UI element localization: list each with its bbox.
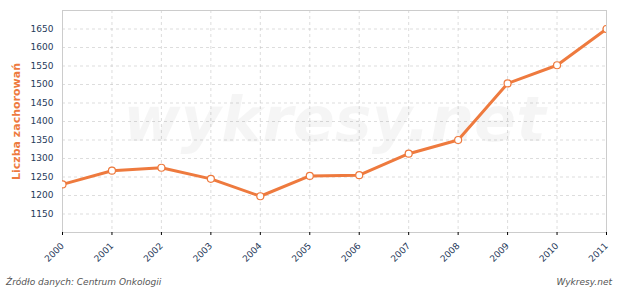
svg-text:Liczba zachorowań: Liczba zachorowań — [10, 63, 23, 180]
svg-text:1600: 1600 — [31, 42, 54, 52]
svg-text:1150: 1150 — [31, 209, 54, 219]
svg-text:2006: 2006 — [339, 241, 362, 264]
svg-text:1550: 1550 — [31, 61, 54, 71]
svg-text:1200: 1200 — [31, 190, 54, 200]
svg-text:2011: 2011 — [587, 241, 610, 264]
svg-text:2002: 2002 — [142, 241, 165, 264]
svg-text:2004: 2004 — [241, 241, 264, 264]
svg-text:1250: 1250 — [31, 172, 54, 182]
svg-text:2003: 2003 — [191, 241, 214, 264]
svg-text:2000: 2000 — [43, 241, 66, 264]
svg-text:1300: 1300 — [31, 153, 54, 163]
svg-text:1350: 1350 — [31, 135, 54, 145]
svg-text:1500: 1500 — [31, 79, 54, 89]
svg-text:2001: 2001 — [92, 241, 115, 264]
svg-text:2008: 2008 — [438, 241, 461, 264]
svg-text:wykresy.net: wykresy.net — [123, 83, 548, 156]
svg-text:1400: 1400 — [31, 116, 54, 126]
svg-text:2007: 2007 — [389, 241, 412, 264]
html-text:Wykresy.net: Wykresy.net — [556, 277, 612, 287]
html-text:Źródło danych: Centrum Onkolog: Źródło danych: Centrum Onkologii — [6, 277, 162, 287]
svg-text:2009: 2009 — [488, 241, 511, 264]
svg-text:2010: 2010 — [537, 241, 560, 264]
svg-text:1450: 1450 — [31, 98, 54, 108]
svg-text:1650: 1650 — [31, 24, 54, 34]
svg-text:2005: 2005 — [290, 241, 313, 264]
